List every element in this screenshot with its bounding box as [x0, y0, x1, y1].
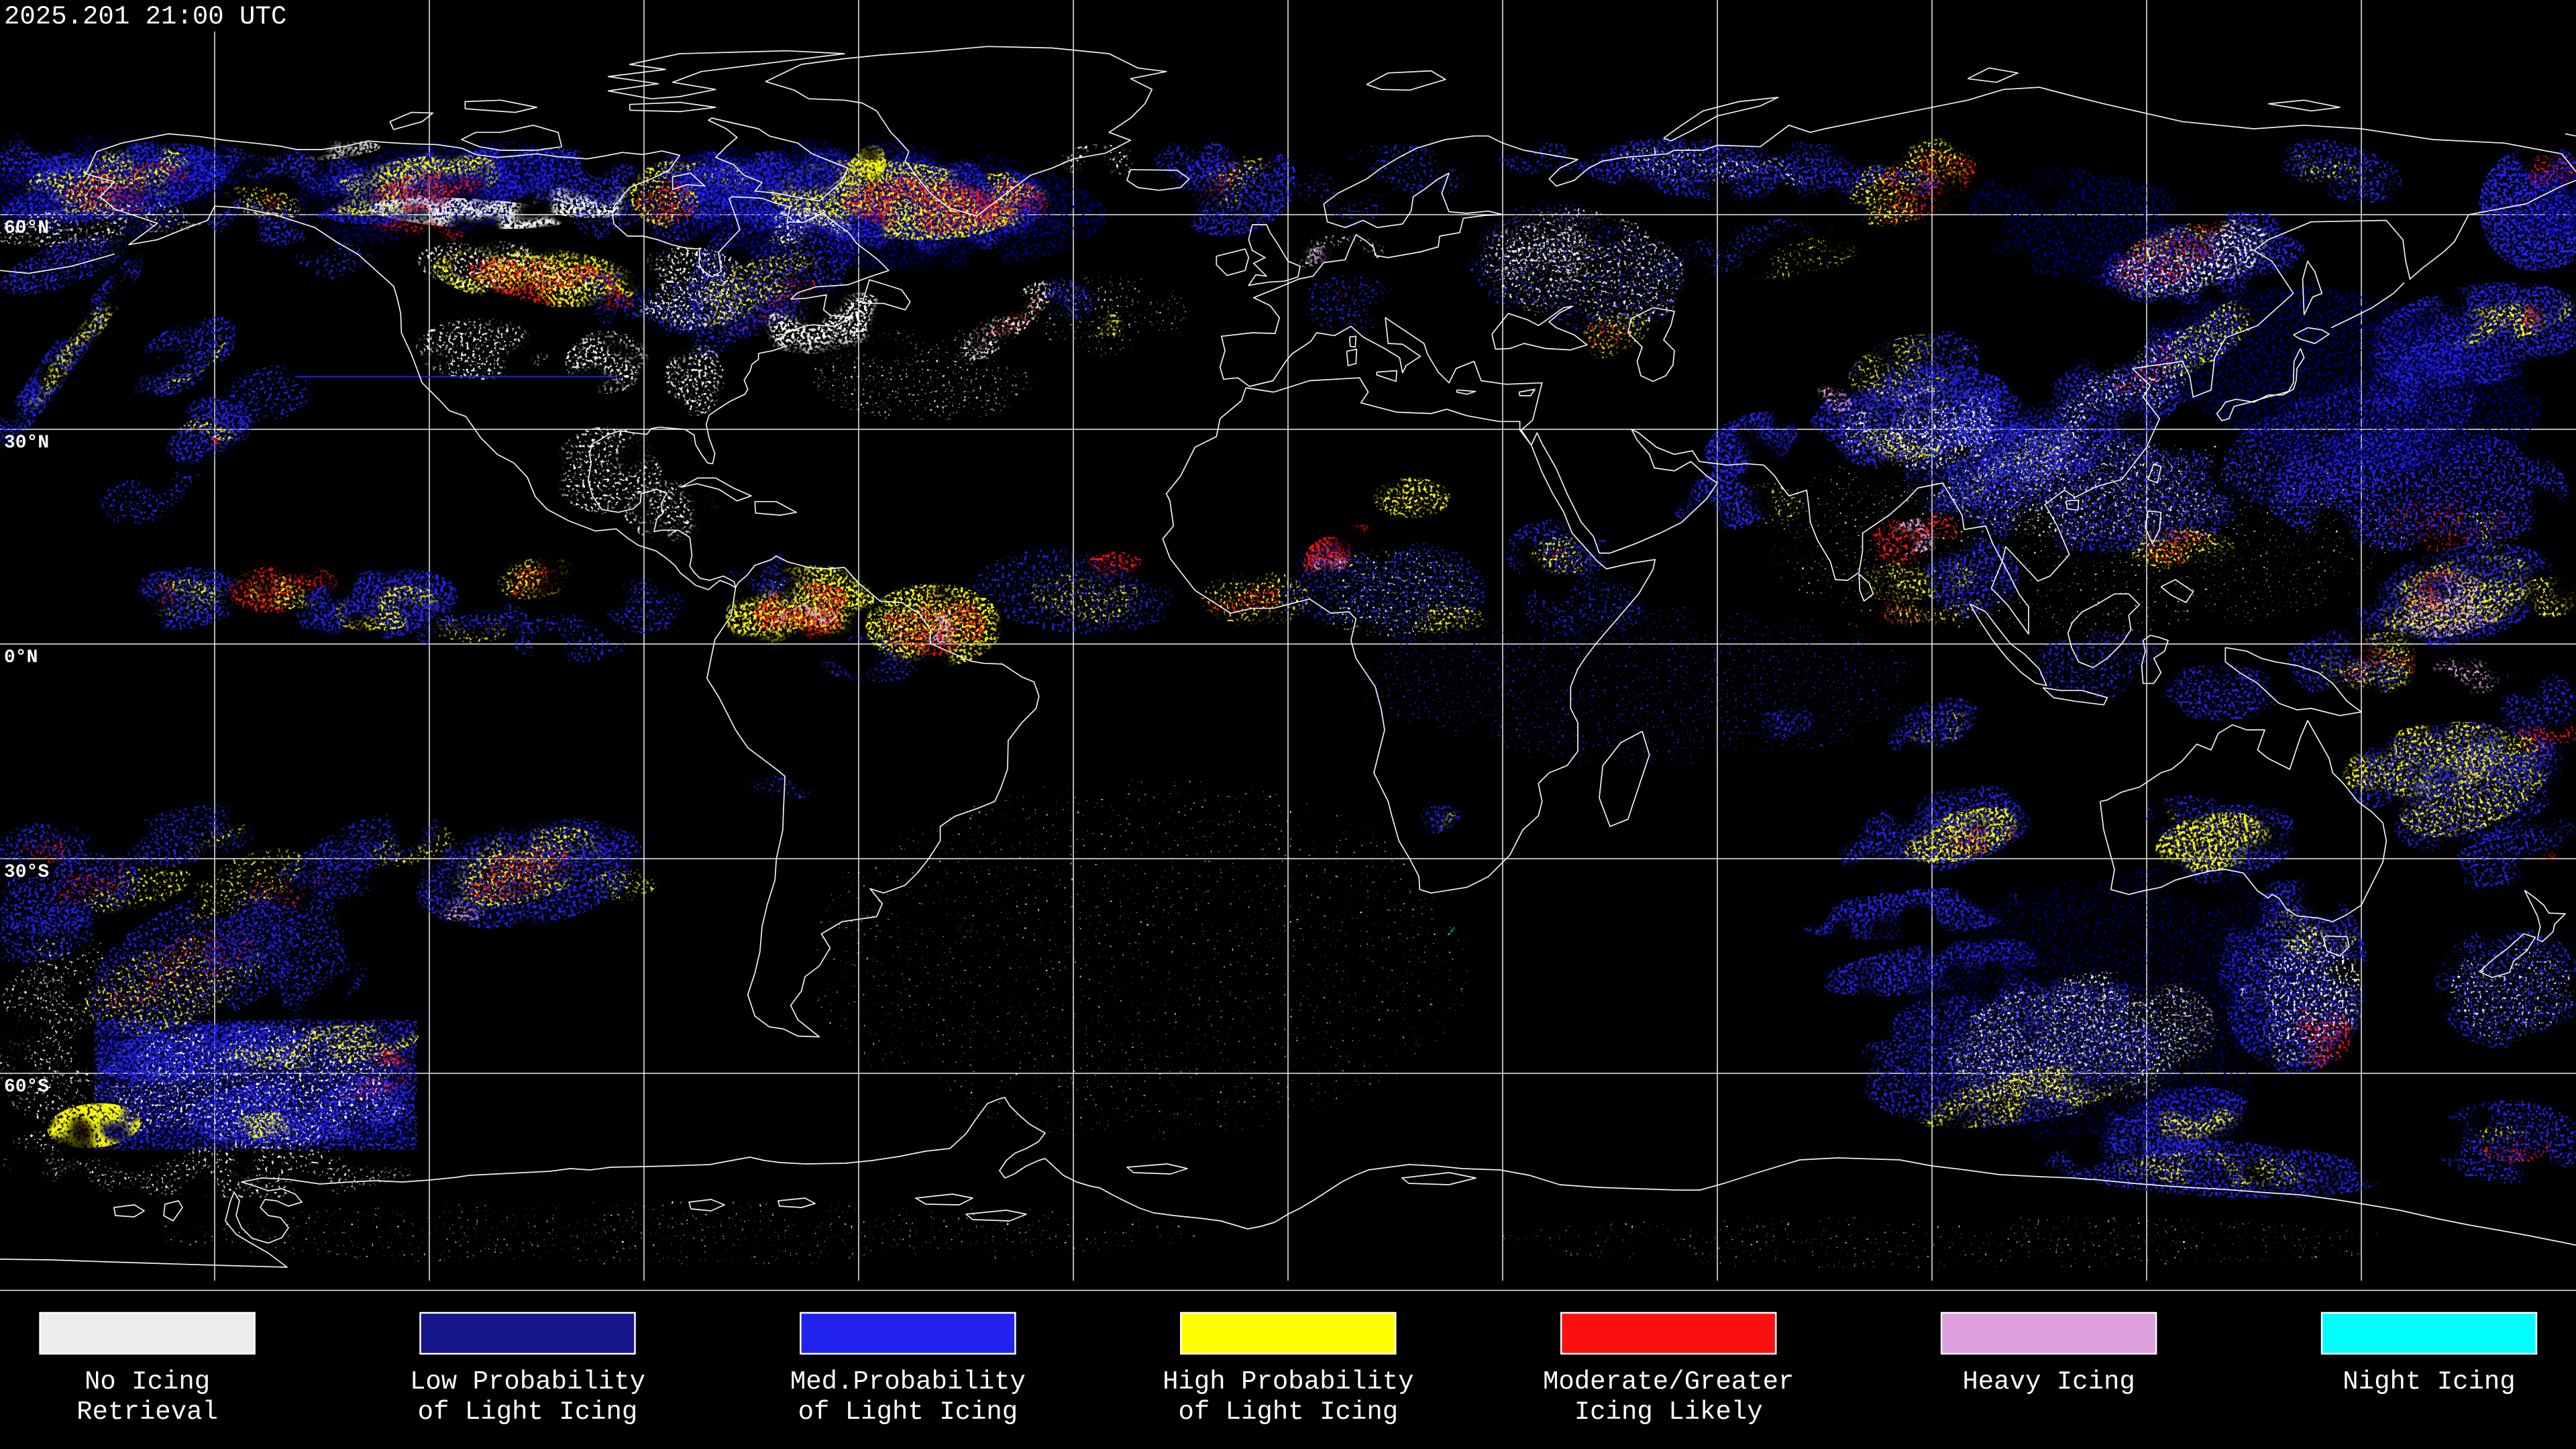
- svg-text:0°N: 0°N: [4, 647, 38, 668]
- svg-text:High Probability: High Probability: [1163, 1367, 1413, 1397]
- svg-text:Low Probability: Low Probability: [410, 1367, 645, 1397]
- svg-text:of Light Icing: of Light Icing: [418, 1397, 638, 1427]
- svg-text:60°S: 60°S: [4, 1077, 49, 1097]
- svg-text:No Icing: No Icing: [85, 1367, 210, 1397]
- svg-text:of Light Icing: of Light Icing: [798, 1397, 1018, 1427]
- svg-text:Heavy Icing: Heavy Icing: [1962, 1367, 2135, 1397]
- svg-text:30°S: 30°S: [4, 862, 49, 883]
- svg-text:Icing Likely: Icing Likely: [1574, 1397, 1763, 1427]
- svg-text:of Light Icing: of Light Icing: [1178, 1397, 1398, 1427]
- svg-text:2025.201 21:00 UTC: 2025.201 21:00 UTC: [4, 2, 286, 32]
- svg-text:Med.Probability: Med.Probability: [790, 1367, 1026, 1397]
- svg-text:Moderate/Greater: Moderate/Greater: [1543, 1367, 1794, 1397]
- svg-text:30°N: 30°N: [4, 433, 49, 453]
- svg-text:60°N: 60°N: [4, 218, 49, 239]
- svg-text:Retrieval: Retrieval: [76, 1397, 218, 1427]
- svg-text:Night Icing: Night Icing: [2343, 1367, 2515, 1397]
